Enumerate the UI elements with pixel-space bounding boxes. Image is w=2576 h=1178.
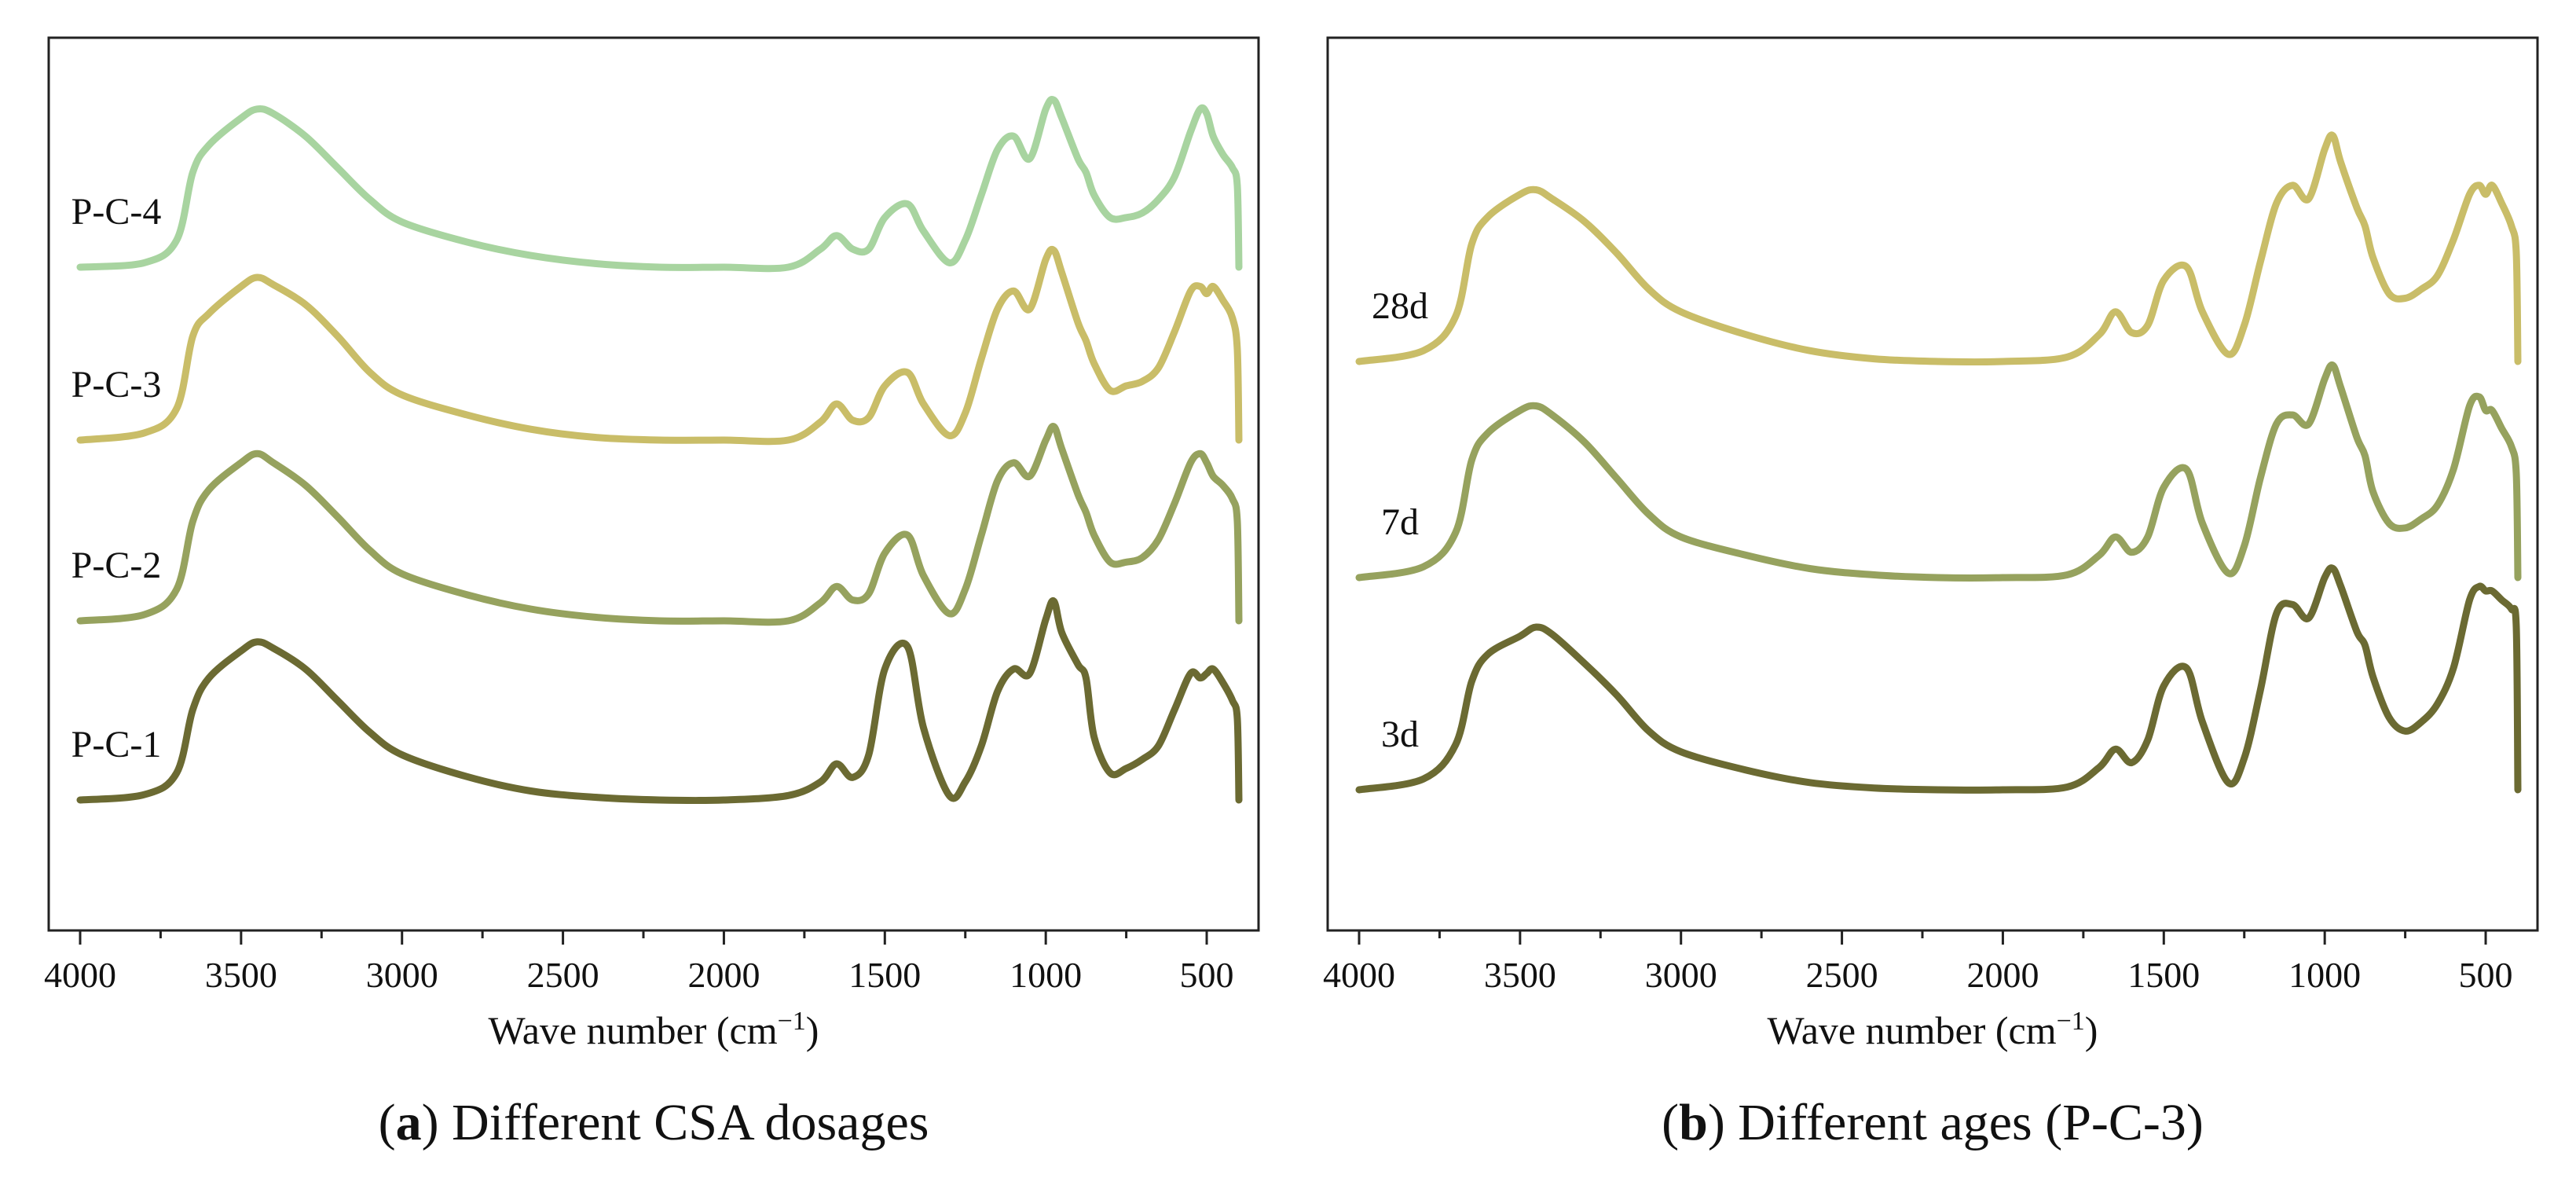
spectrum-line-p-c-4 <box>76 96 1243 273</box>
x-tick-label: 500 <box>1180 955 1234 995</box>
x-tick-label: 1000 <box>1010 955 1082 995</box>
x-tick-label: 3000 <box>366 955 438 995</box>
panel-a-dosages: 4000 3500 3000 2500 2000 1500 1000 500 P-C-4P-C… <box>44 36 1260 1151</box>
spectrum-line-3d <box>1355 564 2522 794</box>
x-tick-label: 3000 <box>1645 955 1717 995</box>
series-label-p-c-3: P-C-3 <box>71 364 162 406</box>
x-tick-label: 2500 <box>527 955 599 995</box>
x-tick-label: 3500 <box>205 955 277 995</box>
panel-b-curves <box>1355 131 2522 794</box>
x-tick-label: 2000 <box>1966 955 2039 995</box>
spectrum-line-p-c-2 <box>76 423 1243 626</box>
panel-a-curves <box>76 96 1243 805</box>
panel-a-x-axis-title: Wave number (cm−1) <box>489 1007 819 1052</box>
x-tick-label: 2500 <box>1806 955 1878 995</box>
panel-b-caption: (b) Different ages (P-C-3) <box>1662 1094 2204 1151</box>
panel-b-x-axis-title: Wave number (cm−1) <box>1768 1007 2098 1052</box>
spectrum-line-p-c-3 <box>76 245 1243 446</box>
x-tick-label: 1500 <box>848 955 921 995</box>
series-label-28d: 28d <box>1372 285 1428 327</box>
x-tick-label: 2000 <box>687 955 760 995</box>
x-tick-label: 500 <box>2459 955 2513 995</box>
panel-b-series-labels: 28d 7d 3d <box>1372 285 1428 755</box>
panel-b-ages: 4000 3500 3000 2500 2000 1500 1000 500 28d7d3d … <box>1323 36 2539 1151</box>
spectrum-line-7d <box>1355 361 2522 582</box>
panel-a-caption: (a) Different CSA dosages <box>379 1094 929 1151</box>
series-label-p-c-1: P-C-1 <box>71 724 162 765</box>
panel-a-series-labels: P-C-4 P-C-3 P-C-2 P-C-1 <box>71 191 162 765</box>
spectrum-line-28d <box>1355 131 2522 366</box>
panel-b-plot-frame <box>1326 36 2539 932</box>
series-label-7d: 7d <box>1381 501 1419 543</box>
series-label-p-c-4: P-C-4 <box>71 191 162 233</box>
series-label-3d: 3d <box>1381 714 1419 755</box>
x-tick-label: 1500 <box>2127 955 2200 995</box>
x-tick-label: 1000 <box>2288 955 2361 995</box>
x-tick-label: 4000 <box>1323 955 1395 995</box>
x-tick-label: 3500 <box>1484 955 1556 995</box>
spectrum-line-p-c-1 <box>76 597 1243 805</box>
series-label-p-c-2: P-C-2 <box>71 545 162 586</box>
panel-b-x-ticks: 4000 3500 3000 2500 2000 1500 1000 500 <box>1323 930 2513 995</box>
x-tick-label: 4000 <box>44 955 116 995</box>
panel-a-plot-frame <box>47 36 1260 932</box>
panel-a-x-ticks: 4000 3500 3000 2500 2000 1500 1000 500 <box>44 930 1234 995</box>
